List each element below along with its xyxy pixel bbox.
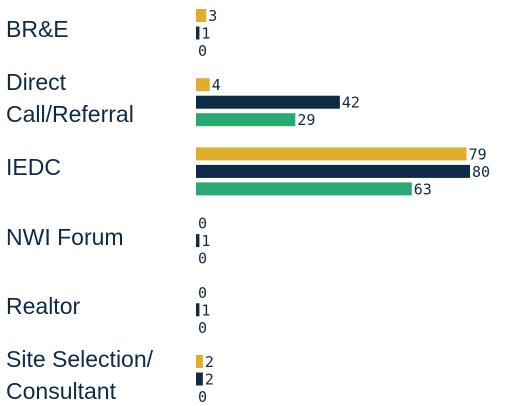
value-label: 1	[201, 232, 210, 250]
bar	[196, 9, 207, 22]
category-label: Site Selection/ Consultant	[6, 346, 154, 404]
value-label: 2	[205, 353, 214, 371]
value-label: 29	[297, 111, 315, 129]
category-label: BR&E	[6, 16, 69, 42]
bar	[196, 95, 340, 109]
bar	[196, 355, 203, 368]
category-label: Realtor	[6, 292, 81, 319]
category-label: Direct Call/Referral	[6, 69, 134, 128]
bar	[196, 303, 200, 317]
value-label: 42	[342, 94, 360, 112]
bar	[196, 234, 200, 248]
value-label: 0	[198, 42, 207, 60]
bar	[196, 113, 296, 127]
value-label: 1	[201, 301, 210, 319]
value-label: 0	[198, 284, 207, 302]
value-label: 0	[198, 215, 207, 233]
category-label: NWI Forum	[6, 223, 124, 250]
bar	[196, 147, 467, 161]
bar	[196, 372, 203, 386]
value-label: 4	[212, 76, 221, 94]
value-label: 79	[469, 145, 487, 163]
bar	[196, 182, 412, 196]
bar	[196, 26, 200, 40]
category-label: IEDC	[6, 154, 61, 181]
value-label: 0	[198, 250, 207, 268]
value-label: 3	[208, 7, 217, 25]
value-label: 80	[472, 163, 490, 181]
value-label: 2	[205, 371, 214, 389]
value-label: 63	[414, 180, 432, 198]
value-label: 0	[198, 319, 207, 337]
value-label: 1	[201, 25, 210, 43]
bar	[196, 164, 470, 178]
value-label: 0	[198, 388, 207, 406]
bar	[196, 78, 210, 92]
